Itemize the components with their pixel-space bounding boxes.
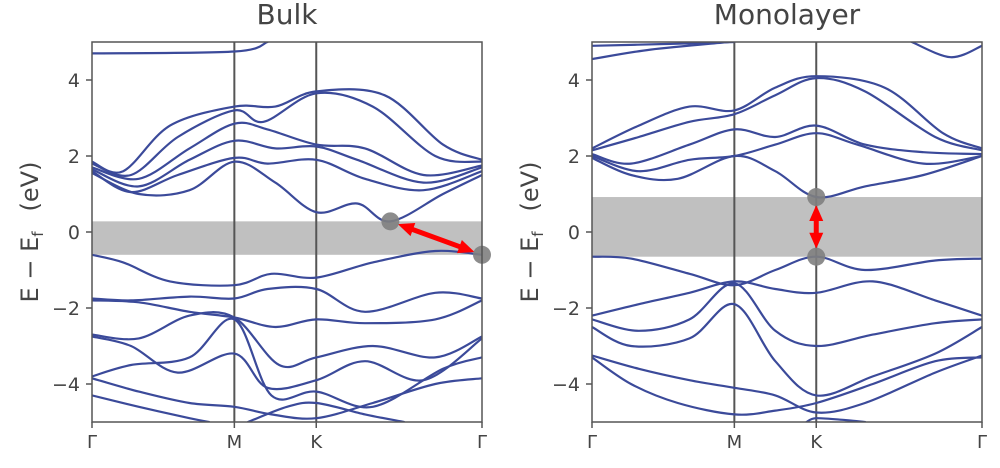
band-line-13 bbox=[592, 354, 982, 414]
y-tick-label: 2 bbox=[68, 146, 80, 168]
y-tick-label: 0 bbox=[568, 222, 580, 244]
band-line-4 bbox=[92, 139, 482, 188]
band-line-11 bbox=[92, 311, 482, 369]
y-tick-label: 4 bbox=[68, 70, 80, 92]
x-tick-label: Γ bbox=[477, 432, 487, 453]
y-tick-label: −4 bbox=[552, 374, 580, 396]
band-line-7 bbox=[592, 132, 982, 173]
band-line-3 bbox=[910, 42, 982, 59]
band-line-7 bbox=[92, 42, 269, 55]
panel-title: Bulk bbox=[257, 0, 319, 31]
band-line-4 bbox=[592, 75, 982, 150]
band-gap-region bbox=[92, 221, 482, 255]
y-axis-label: E − Ef(eV) bbox=[516, 162, 547, 303]
cbm-marker bbox=[807, 188, 826, 207]
band-line-9 bbox=[592, 255, 982, 287]
band-line-5 bbox=[592, 76, 982, 152]
x-tick-label: K bbox=[310, 432, 323, 453]
cbm-marker bbox=[381, 212, 400, 231]
arrow-head bbox=[809, 205, 824, 222]
band-line-14 bbox=[92, 377, 482, 420]
band-line-8 bbox=[592, 154, 982, 199]
band-line-13 bbox=[92, 317, 482, 409]
x-tick-label: Γ bbox=[587, 432, 597, 453]
band-line-10 bbox=[92, 299, 482, 329]
transition-arrow bbox=[409, 226, 464, 251]
band-line-11 bbox=[592, 282, 982, 348]
band-line-5 bbox=[92, 156, 482, 194]
band-line-9 bbox=[92, 285, 482, 313]
band-line-2 bbox=[592, 42, 730, 61]
vbm-marker bbox=[807, 247, 826, 266]
band-line-6 bbox=[592, 124, 982, 165]
x-tick-label: M bbox=[227, 432, 243, 453]
plot-area bbox=[92, 42, 482, 422]
band-line-6 bbox=[92, 160, 482, 223]
band-line-10 bbox=[592, 280, 982, 317]
monolayer-panel: Monolayer E − Ef(eV) −4 −2 0 2 4 Γ M K Γ bbox=[516, 0, 987, 453]
band-line-14 bbox=[592, 356, 982, 416]
band-gap-region bbox=[592, 197, 982, 257]
y-tick-label: −4 bbox=[52, 374, 80, 396]
panel-title: Monolayer bbox=[714, 0, 861, 31]
band-line-8 bbox=[92, 249, 482, 287]
bulk-panel: Bulk E − Ef(eV) −4 −2 0 2 4 Γ M K Γ bbox=[16, 0, 491, 453]
x-tick-label: Γ bbox=[977, 432, 987, 453]
y-tick-label: −2 bbox=[52, 298, 80, 320]
y-tick-label: 0 bbox=[68, 222, 80, 244]
band-line-16 bbox=[246, 401, 406, 422]
band-line-2 bbox=[92, 91, 482, 177]
band-line-12 bbox=[92, 335, 482, 391]
x-tick-label: M bbox=[727, 432, 743, 453]
band-line-1 bbox=[92, 88, 482, 174]
y-tick-label: 2 bbox=[568, 146, 580, 168]
plot-area bbox=[592, 42, 982, 422]
y-tick-label: 4 bbox=[568, 70, 580, 92]
band-line-12 bbox=[592, 303, 982, 397]
y-axis-label: E − Ef(eV) bbox=[16, 162, 47, 303]
band-line-15 bbox=[805, 417, 867, 422]
band-line-15 bbox=[92, 394, 211, 422]
arrow-head bbox=[809, 232, 824, 249]
band-line-3 bbox=[92, 121, 482, 181]
x-tick-label: K bbox=[810, 432, 823, 453]
x-tick-label: Γ bbox=[87, 432, 97, 453]
arrow-head bbox=[457, 239, 475, 254]
y-tick-label: −2 bbox=[552, 298, 580, 320]
arrow-head bbox=[397, 223, 416, 237]
